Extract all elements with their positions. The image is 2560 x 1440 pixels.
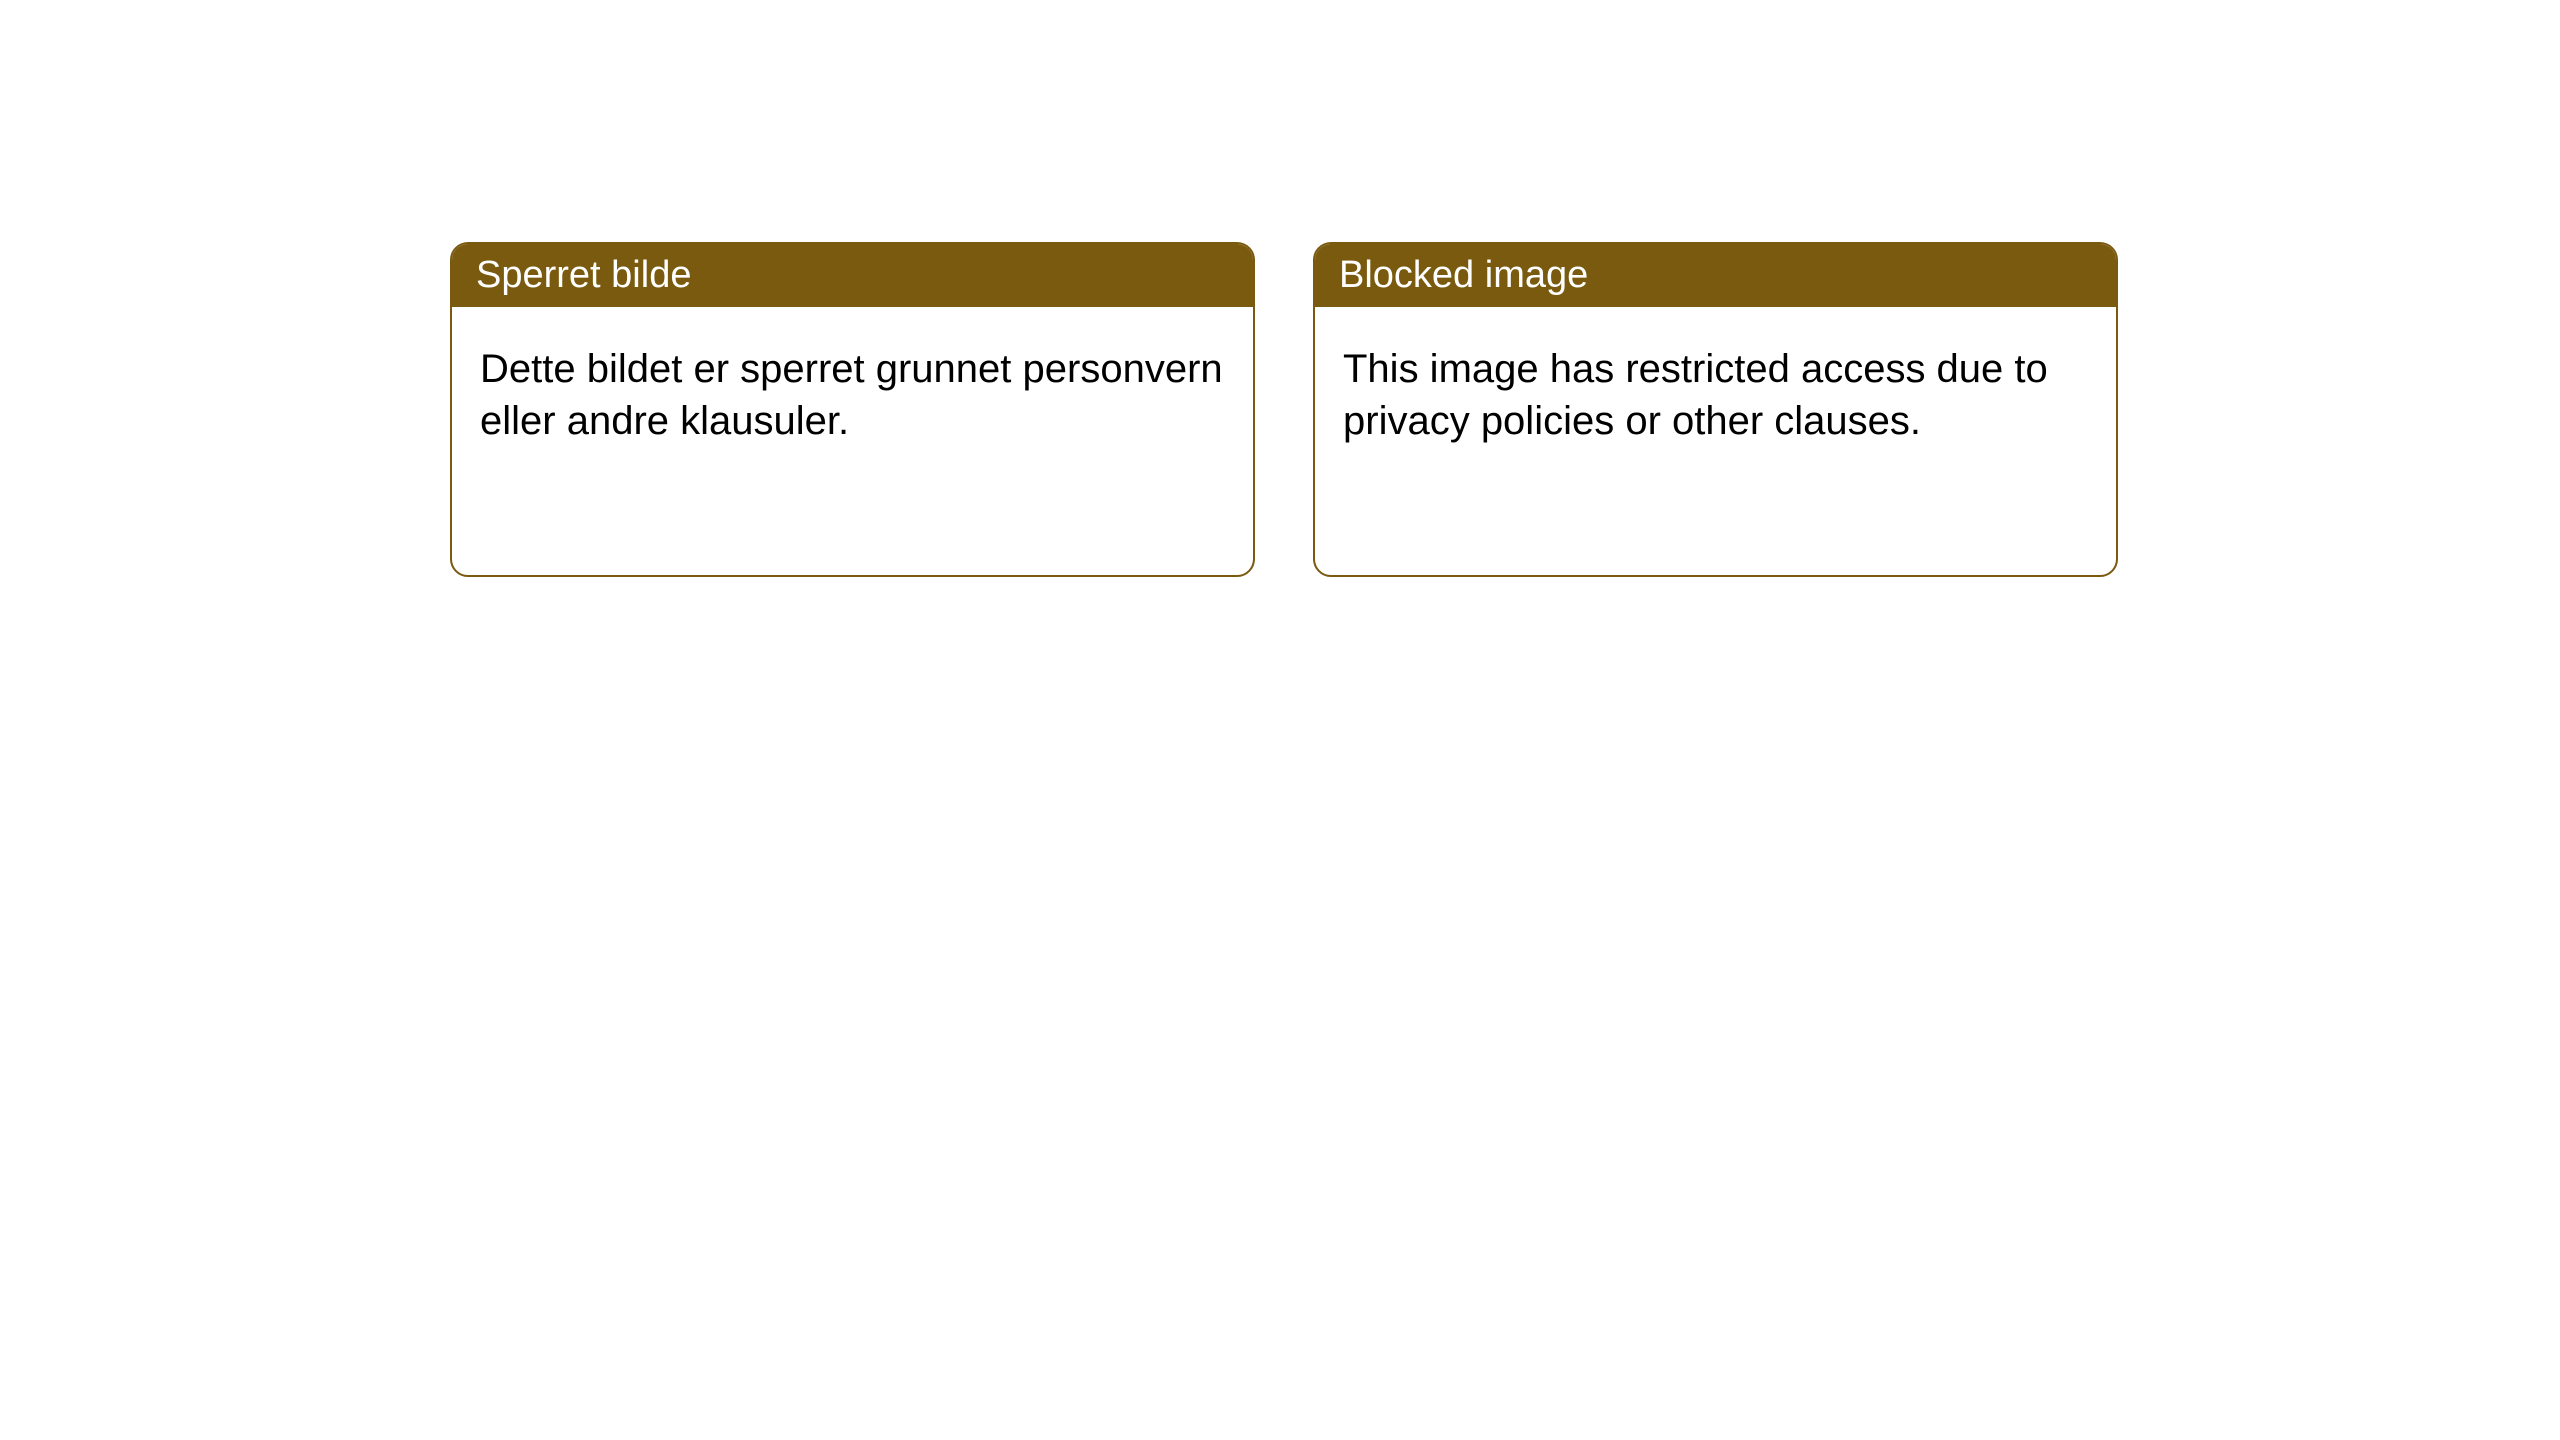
- notice-card-norwegian: Sperret bilde Dette bildet er sperret gr…: [450, 242, 1255, 577]
- notice-container: Sperret bilde Dette bildet er sperret gr…: [0, 0, 2560, 577]
- notice-card-english: Blocked image This image has restricted …: [1313, 242, 2118, 577]
- notice-text: This image has restricted access due to …: [1343, 347, 2048, 443]
- notice-header-english: Blocked image: [1315, 244, 2116, 307]
- notice-title: Blocked image: [1339, 254, 1588, 296]
- notice-body-norwegian: Dette bildet er sperret grunnet personve…: [452, 307, 1253, 483]
- notice-text: Dette bildet er sperret grunnet personve…: [480, 347, 1223, 443]
- notice-header-norwegian: Sperret bilde: [452, 244, 1253, 307]
- notice-body-english: This image has restricted access due to …: [1315, 307, 2116, 483]
- notice-title: Sperret bilde: [476, 254, 691, 296]
